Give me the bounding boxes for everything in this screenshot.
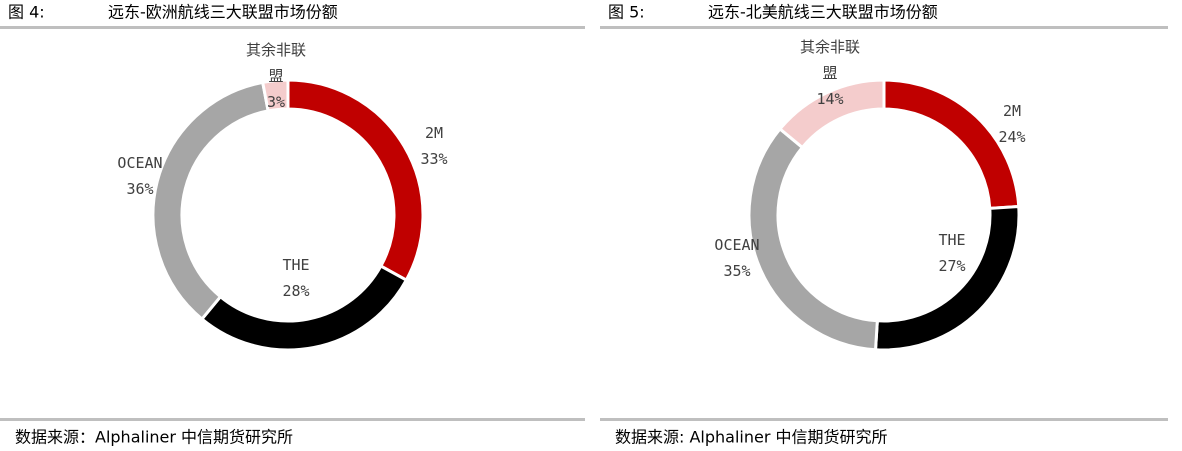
- donut-segment: [777, 78, 886, 150]
- value-label: 36%: [126, 180, 154, 198]
- category-label: 2M: [1002, 102, 1022, 120]
- chart-title: 远东-欧洲航线三大联盟市场份额: [108, 3, 338, 22]
- category-label: THE: [282, 256, 310, 274]
- category-label: OCEAN: [714, 236, 760, 254]
- value-label: 14%: [816, 90, 844, 108]
- footer-rule: [600, 418, 1168, 421]
- figure-label: 图 5:: [608, 3, 645, 22]
- category-label: OCEAN: [117, 154, 163, 172]
- data-label: OCEAN 36%: [106, 150, 174, 202]
- footer-rule: [0, 418, 585, 421]
- category-label: 其余非联盟: [245, 41, 306, 85]
- data-label: OCEAN 35%: [703, 232, 771, 284]
- category-label: 2M: [424, 124, 444, 142]
- category-label: THE: [938, 231, 966, 249]
- value-label: 28%: [282, 282, 310, 300]
- source-note: 数据来源：Alphaliner 中信期货研究所: [15, 428, 293, 447]
- value-label: 27%: [938, 257, 966, 275]
- chart-title: 远东-北美航线三大联盟市场份额: [708, 3, 938, 22]
- title-rule: [0, 26, 585, 29]
- value-label: 35%: [723, 262, 751, 280]
- donut-segment: [260, 78, 290, 113]
- data-label: 其余非联盟 3%: [242, 37, 310, 115]
- data-label: THE 27%: [918, 227, 986, 279]
- category-label: 其余非联盟: [799, 38, 860, 82]
- title-rule: [600, 26, 1168, 29]
- data-label: THE 28%: [262, 252, 330, 304]
- data-label: 其余非联盟 14%: [796, 34, 864, 112]
- data-label: 2M 24%: [978, 98, 1046, 150]
- figure-label: 图 4:: [8, 3, 45, 22]
- value-label: 3%: [266, 93, 286, 111]
- value-label: 24%: [998, 128, 1026, 146]
- data-label: 2M 33%: [400, 120, 468, 172]
- value-label: 33%: [420, 150, 448, 168]
- source-note: 数据来源: Alphaliner 中信期货研究所: [615, 428, 888, 447]
